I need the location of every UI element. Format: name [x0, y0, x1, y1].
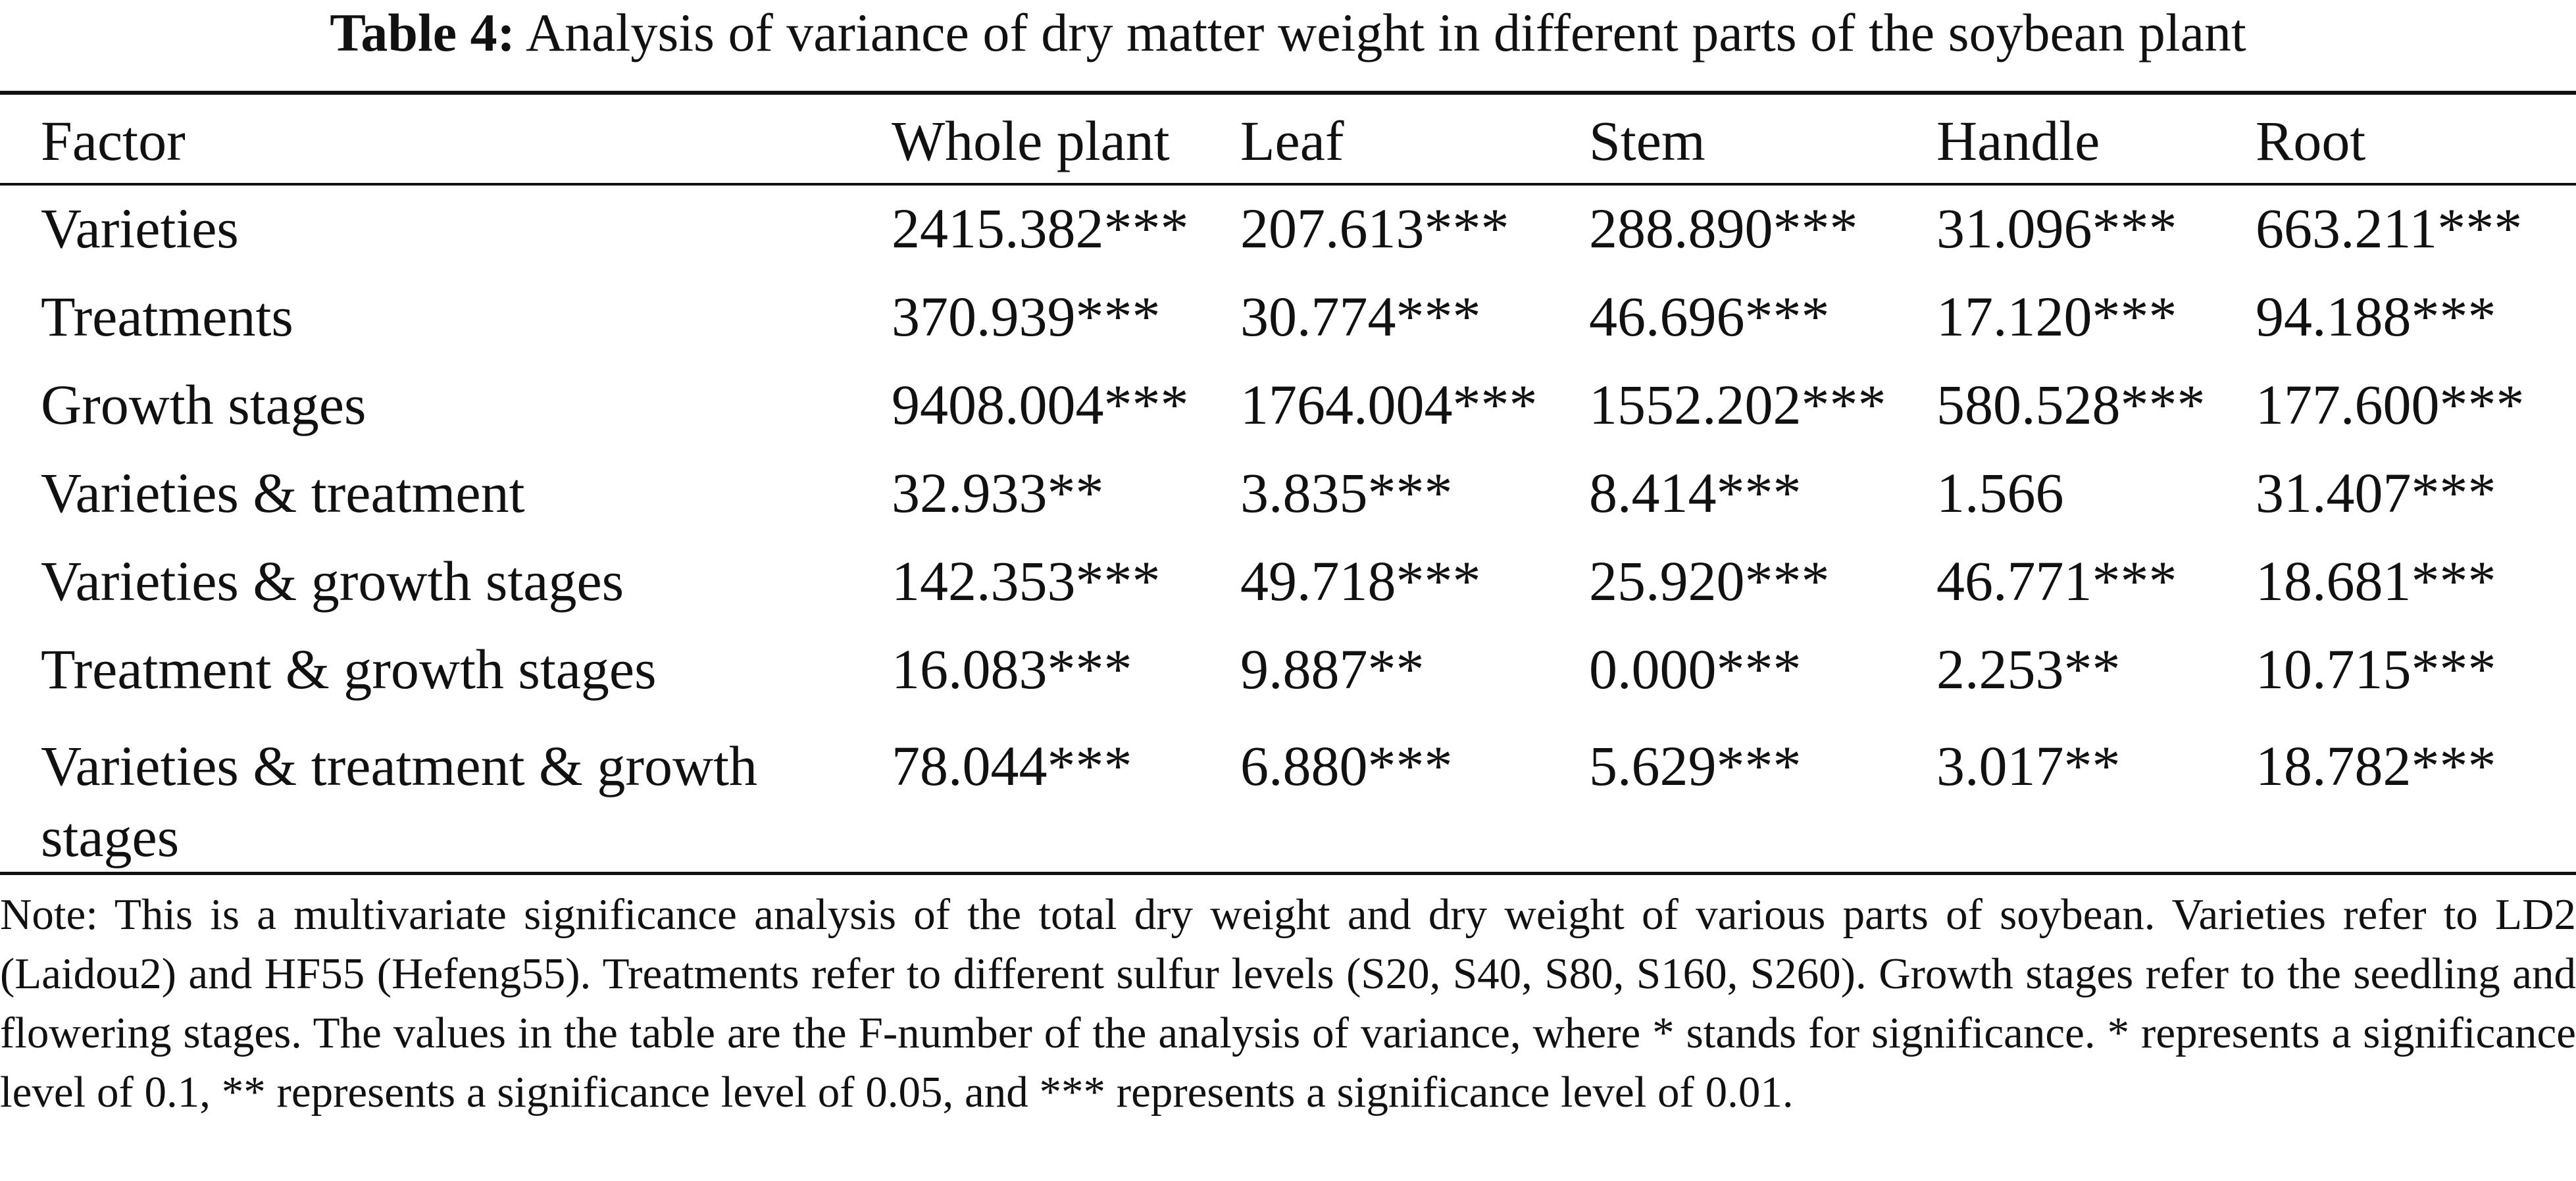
- cell-stem: 1552.202***: [1589, 373, 1886, 436]
- table-row: Treatments 370.939*** 30.774*** 46.696**…: [0, 272, 2576, 361]
- cell-root: 663.211***: [2256, 197, 2523, 260]
- row-factor: Treatment & growth stages: [41, 638, 657, 701]
- cell-whole-plant: 2415.382***: [892, 197, 1189, 260]
- table-caption: Table 4: Analysis of variance of dry mat…: [0, 0, 2576, 66]
- cell-root: 18.782***: [2256, 734, 2496, 797]
- cell-leaf: 9.887**: [1240, 638, 1425, 701]
- cell-stem: 0.000***: [1589, 638, 1802, 701]
- row-factor: Varieties: [41, 197, 239, 260]
- row-factor: Varieties & treatment: [41, 461, 525, 524]
- column-header-handle: Handle: [1936, 109, 2100, 172]
- cell-leaf: 207.613***: [1240, 197, 1509, 260]
- row-factor: Varieties & growth stages: [41, 549, 624, 613]
- table-row: Varieties 2415.382*** 207.613*** 288.890…: [0, 184, 2576, 272]
- cell-handle: 580.528***: [1936, 373, 2206, 436]
- cell-stem: 46.696***: [1589, 285, 1830, 348]
- column-header-root: Root: [2256, 109, 2366, 172]
- cell-leaf: 3.835***: [1240, 461, 1453, 524]
- cell-stem: 25.920***: [1589, 549, 1830, 613]
- cell-leaf: 1764.004***: [1240, 373, 1538, 436]
- table-row: Varieties & treatment & growth stages 78…: [0, 713, 2576, 888]
- cell-handle: 1.566: [1936, 461, 2064, 524]
- column-header-stem: Stem: [1589, 109, 1705, 172]
- cell-whole-plant: 32.933**: [892, 461, 1104, 524]
- cell-whole-plant: 142.353***: [892, 549, 1161, 613]
- column-header-leaf: Leaf: [1240, 109, 1344, 172]
- header-rule: [0, 183, 2576, 186]
- column-header-factor: Factor: [41, 109, 186, 172]
- cell-root: 10.715***: [2256, 638, 2496, 701]
- table-row: Treatment & growth stages 16.083*** 9.88…: [0, 625, 2576, 713]
- cell-whole-plant: 16.083***: [892, 638, 1132, 701]
- cell-handle: 17.120***: [1936, 285, 2177, 348]
- cell-handle: 2.253**: [1936, 638, 2121, 701]
- column-header-whole-plant: Whole plant: [892, 109, 1170, 172]
- cell-stem: 288.890***: [1589, 197, 1858, 260]
- table-caption-text: Analysis of variance of dry matter weigh…: [525, 3, 2246, 63]
- table-row: Varieties & treatment 32.933** 3.835*** …: [0, 449, 2576, 537]
- cell-root: 18.681***: [2256, 549, 2496, 613]
- cell-root: 177.600***: [2256, 373, 2525, 436]
- cell-root: 31.407***: [2256, 461, 2496, 524]
- cell-root: 94.188***: [2256, 285, 2496, 348]
- row-factor: Varieties & treatment & growth stages: [41, 734, 758, 868]
- cell-whole-plant: 78.044***: [892, 734, 1132, 797]
- cell-handle: 3.017**: [1936, 734, 2121, 797]
- cell-stem: 8.414***: [1589, 461, 1802, 524]
- table-row: Varieties & growth stages 142.353*** 49.…: [0, 537, 2576, 625]
- cell-handle: 46.771***: [1936, 549, 2177, 613]
- cell-handle: 31.096***: [1936, 197, 2177, 260]
- cell-stem: 5.629***: [1589, 734, 1802, 797]
- row-factor: Treatments: [41, 285, 293, 348]
- cell-whole-plant: 9408.004***: [892, 373, 1189, 436]
- table-caption-label: Table 4:: [330, 3, 515, 63]
- table-row: Growth stages 9408.004*** 1764.004*** 15…: [0, 361, 2576, 449]
- bottom-rule: [0, 872, 2576, 875]
- anova-table: Factor Whole plant Leaf Stem Handle Root…: [0, 97, 2576, 888]
- row-factor: Growth stages: [41, 373, 366, 436]
- cell-leaf: 49.718***: [1240, 549, 1481, 613]
- cell-leaf: 6.880***: [1240, 734, 1453, 797]
- header-row: Factor Whole plant Leaf Stem Handle Root: [0, 97, 2576, 184]
- cell-whole-plant: 370.939***: [892, 285, 1161, 348]
- cell-leaf: 30.774***: [1240, 285, 1481, 348]
- top-rule: [0, 91, 2576, 95]
- table-note: Note: This is a multivariate significanc…: [0, 890, 2576, 1117]
